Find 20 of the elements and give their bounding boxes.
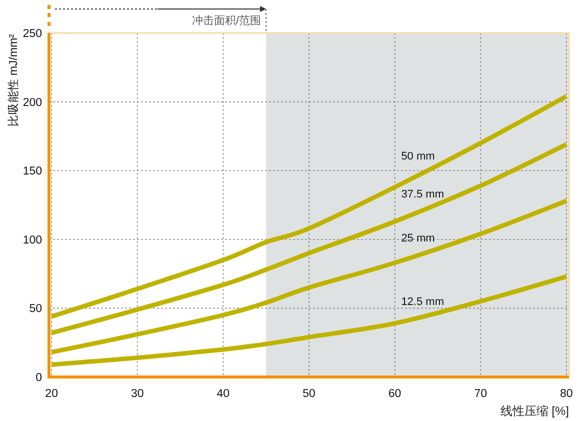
x-tick-label: 30 xyxy=(130,388,144,400)
text: 冲击面积/范围 xyxy=(192,14,262,27)
series-label: 50 mm xyxy=(401,150,435,162)
y-tick-label: 150 xyxy=(22,166,42,178)
x-tick-label: 40 xyxy=(216,388,230,400)
y-tick-label: 250 xyxy=(22,28,42,40)
y-axis-title: 比吸能性 mJ/mm² xyxy=(7,34,20,127)
series-label: 25 mm xyxy=(401,232,435,245)
x-tick-label: 20 xyxy=(45,388,58,400)
y-tick-label: 50 xyxy=(29,303,42,316)
x-tick-label: 60 xyxy=(388,388,402,400)
series-label: 37.5 mm xyxy=(401,188,444,200)
x-tick-label: 50 xyxy=(302,388,316,400)
y-tick-label: 0 xyxy=(36,372,42,384)
series-label: 12.5 mm xyxy=(401,296,444,308)
x-tick-label: 70 xyxy=(474,388,488,400)
x-tick-label: 80 xyxy=(560,388,573,400)
x-axis-title: 线性压缩 [%] xyxy=(500,404,569,418)
y-tick-label: 200 xyxy=(22,96,42,109)
y-tick-label: 100 xyxy=(22,234,42,246)
